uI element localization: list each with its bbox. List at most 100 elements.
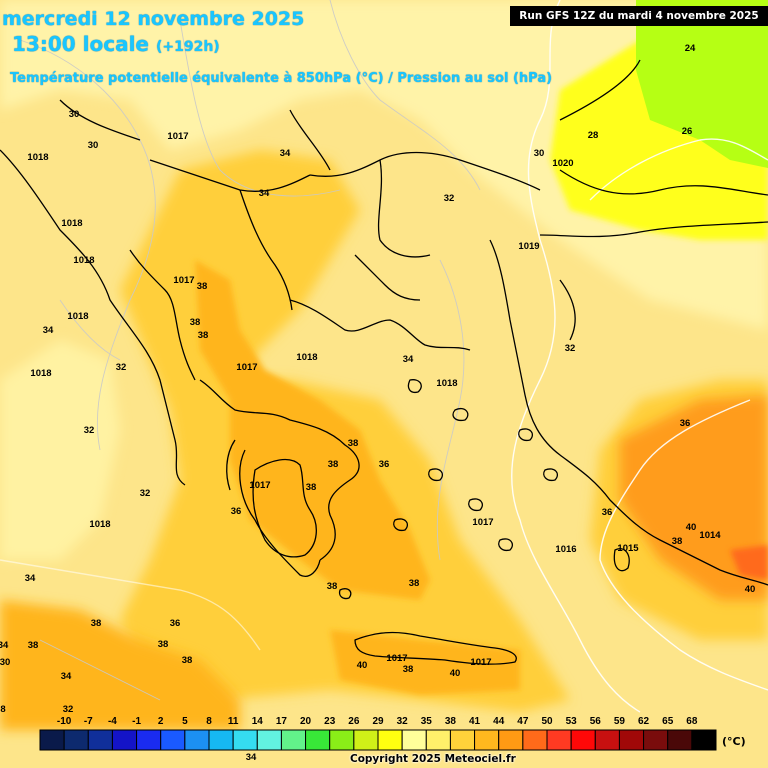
legend-swatch	[643, 729, 669, 751]
field-value-label: 30	[0, 657, 10, 668]
field-value-label: 28	[588, 130, 599, 141]
green-zone	[636, 0, 768, 168]
legend-swatch	[594, 729, 620, 751]
field-value-label: 8	[0, 704, 5, 715]
field-value-label: 32	[444, 193, 455, 204]
legend-swatch	[546, 729, 572, 751]
legend-tick-label: 29	[372, 716, 384, 727]
field-value-label: 1017	[470, 657, 491, 668]
field-labels: 3010183010173434101810181017383838341018…	[0, 43, 755, 763]
legend-swatch	[401, 729, 427, 751]
orange-southwest	[0, 600, 240, 730]
legend-tick-label: 62	[638, 716, 650, 727]
field-value-label: 1017	[472, 517, 493, 528]
legend-tick-label: 32	[397, 716, 409, 727]
legend-swatch	[474, 729, 500, 751]
field-value-label: 1017	[173, 275, 194, 286]
field-value-label: 1015	[617, 543, 639, 554]
field-value-label: 32	[63, 704, 74, 715]
forecast-hour: 13:00 locale	[12, 32, 149, 56]
field-value-label: 1017	[167, 131, 188, 142]
field-value-label: 34	[0, 640, 9, 651]
field-value-label: 30	[69, 109, 80, 120]
field-value-label: 1018	[30, 368, 51, 379]
legend-swatch	[667, 729, 693, 751]
legend-swatch	[618, 729, 645, 751]
field-value-label: 40	[357, 660, 368, 671]
legend-tick-label: -1	[132, 716, 141, 727]
field-value-label: 26	[682, 126, 693, 137]
legend-tick-label: 35	[421, 716, 433, 727]
field-value-label: 38	[158, 639, 169, 650]
field-value-label: 1017	[249, 480, 270, 491]
field-value-label: 34	[25, 573, 36, 584]
legend-swatch	[39, 729, 65, 751]
field-value-label: 38	[190, 317, 201, 328]
legend-swatch	[449, 729, 476, 751]
legend-swatch	[353, 729, 379, 751]
legend-tick-label: -10	[57, 716, 72, 727]
legend-tick-label: 50	[541, 716, 553, 727]
field-value-label: 34	[259, 188, 270, 199]
legend-tick-label: 44	[493, 716, 505, 727]
field-value-label: 36	[379, 459, 390, 470]
field-value-label: 38	[403, 664, 414, 675]
field-value-label: 1020	[552, 158, 573, 169]
legend-swatch	[111, 729, 138, 751]
legend-swatch	[208, 729, 234, 751]
orange-zone	[195, 260, 430, 600]
field-value-label: 36	[602, 507, 613, 518]
field-value-label: 32	[84, 425, 95, 436]
field-value-label: 38	[672, 536, 683, 547]
field-value-label: 40	[686, 522, 697, 533]
legend-swatch	[280, 729, 307, 751]
field-value-label: 38	[328, 459, 339, 470]
legend-swatch	[63, 729, 89, 751]
field-value-label: 38	[327, 581, 338, 592]
legend-tick-label: -4	[108, 716, 117, 727]
field-value-label: 40	[450, 668, 461, 679]
run-info-box: Run GFS 12Z du mardi 4 novembre 2025	[510, 6, 768, 26]
legend-tick-label: 14	[252, 716, 264, 727]
legend-swatch	[160, 729, 186, 751]
field-value-label: 38	[306, 482, 317, 493]
field-value-label: 1014	[699, 530, 721, 541]
legend-swatch	[377, 729, 403, 751]
field-value-label: 1018	[27, 152, 48, 163]
field-value-label: 1018	[73, 255, 94, 266]
field-value-label: 38	[198, 330, 209, 341]
lead-time: (+192h)	[155, 39, 220, 55]
field-value-label: 1018	[61, 218, 82, 229]
legend-swatch	[570, 729, 596, 751]
field-value-label: 24	[685, 43, 696, 54]
legend-tick-label: 11	[228, 716, 239, 727]
legend-tick-label: -7	[84, 716, 93, 727]
field-value-label: 36	[231, 506, 242, 517]
legend-tick-label: 5	[182, 716, 188, 727]
legend-tick-label: 26	[348, 716, 360, 727]
field-value-label: 1016	[555, 544, 576, 555]
copyright-text: Copyright 2025 Meteociel.fr	[350, 753, 516, 765]
field-value-label: 1017	[386, 653, 407, 664]
legend-tick-label: 68	[686, 716, 698, 727]
legend-tick-label: 56	[590, 716, 602, 727]
field-value-label: 38	[348, 438, 359, 449]
color-legend: -10 -7 -4 -1 2 5 8 11 14 17 20 23 26 29 32 35 38 41 44 47 50…	[39, 716, 717, 751]
field-value-label: 1018	[436, 378, 457, 389]
field-value-label: 1018	[89, 519, 110, 530]
field-value-label: 32	[140, 488, 151, 499]
legend-tick-label: 53	[566, 716, 578, 727]
coastlines	[0, 59, 768, 665]
orange-dark-east	[620, 395, 768, 600]
field-value-label: 30	[534, 148, 545, 159]
red-orange-spot	[730, 545, 768, 580]
pale-zone-west	[0, 340, 120, 560]
field-value-label: 30	[88, 140, 99, 151]
field-value-label: 34	[280, 148, 291, 159]
variable-title: Température potentielle équivalente à 85…	[10, 71, 553, 86]
legend-tick-label: 23	[324, 716, 336, 727]
legend-swatch	[256, 729, 282, 751]
field-value-label: 38	[182, 655, 193, 666]
